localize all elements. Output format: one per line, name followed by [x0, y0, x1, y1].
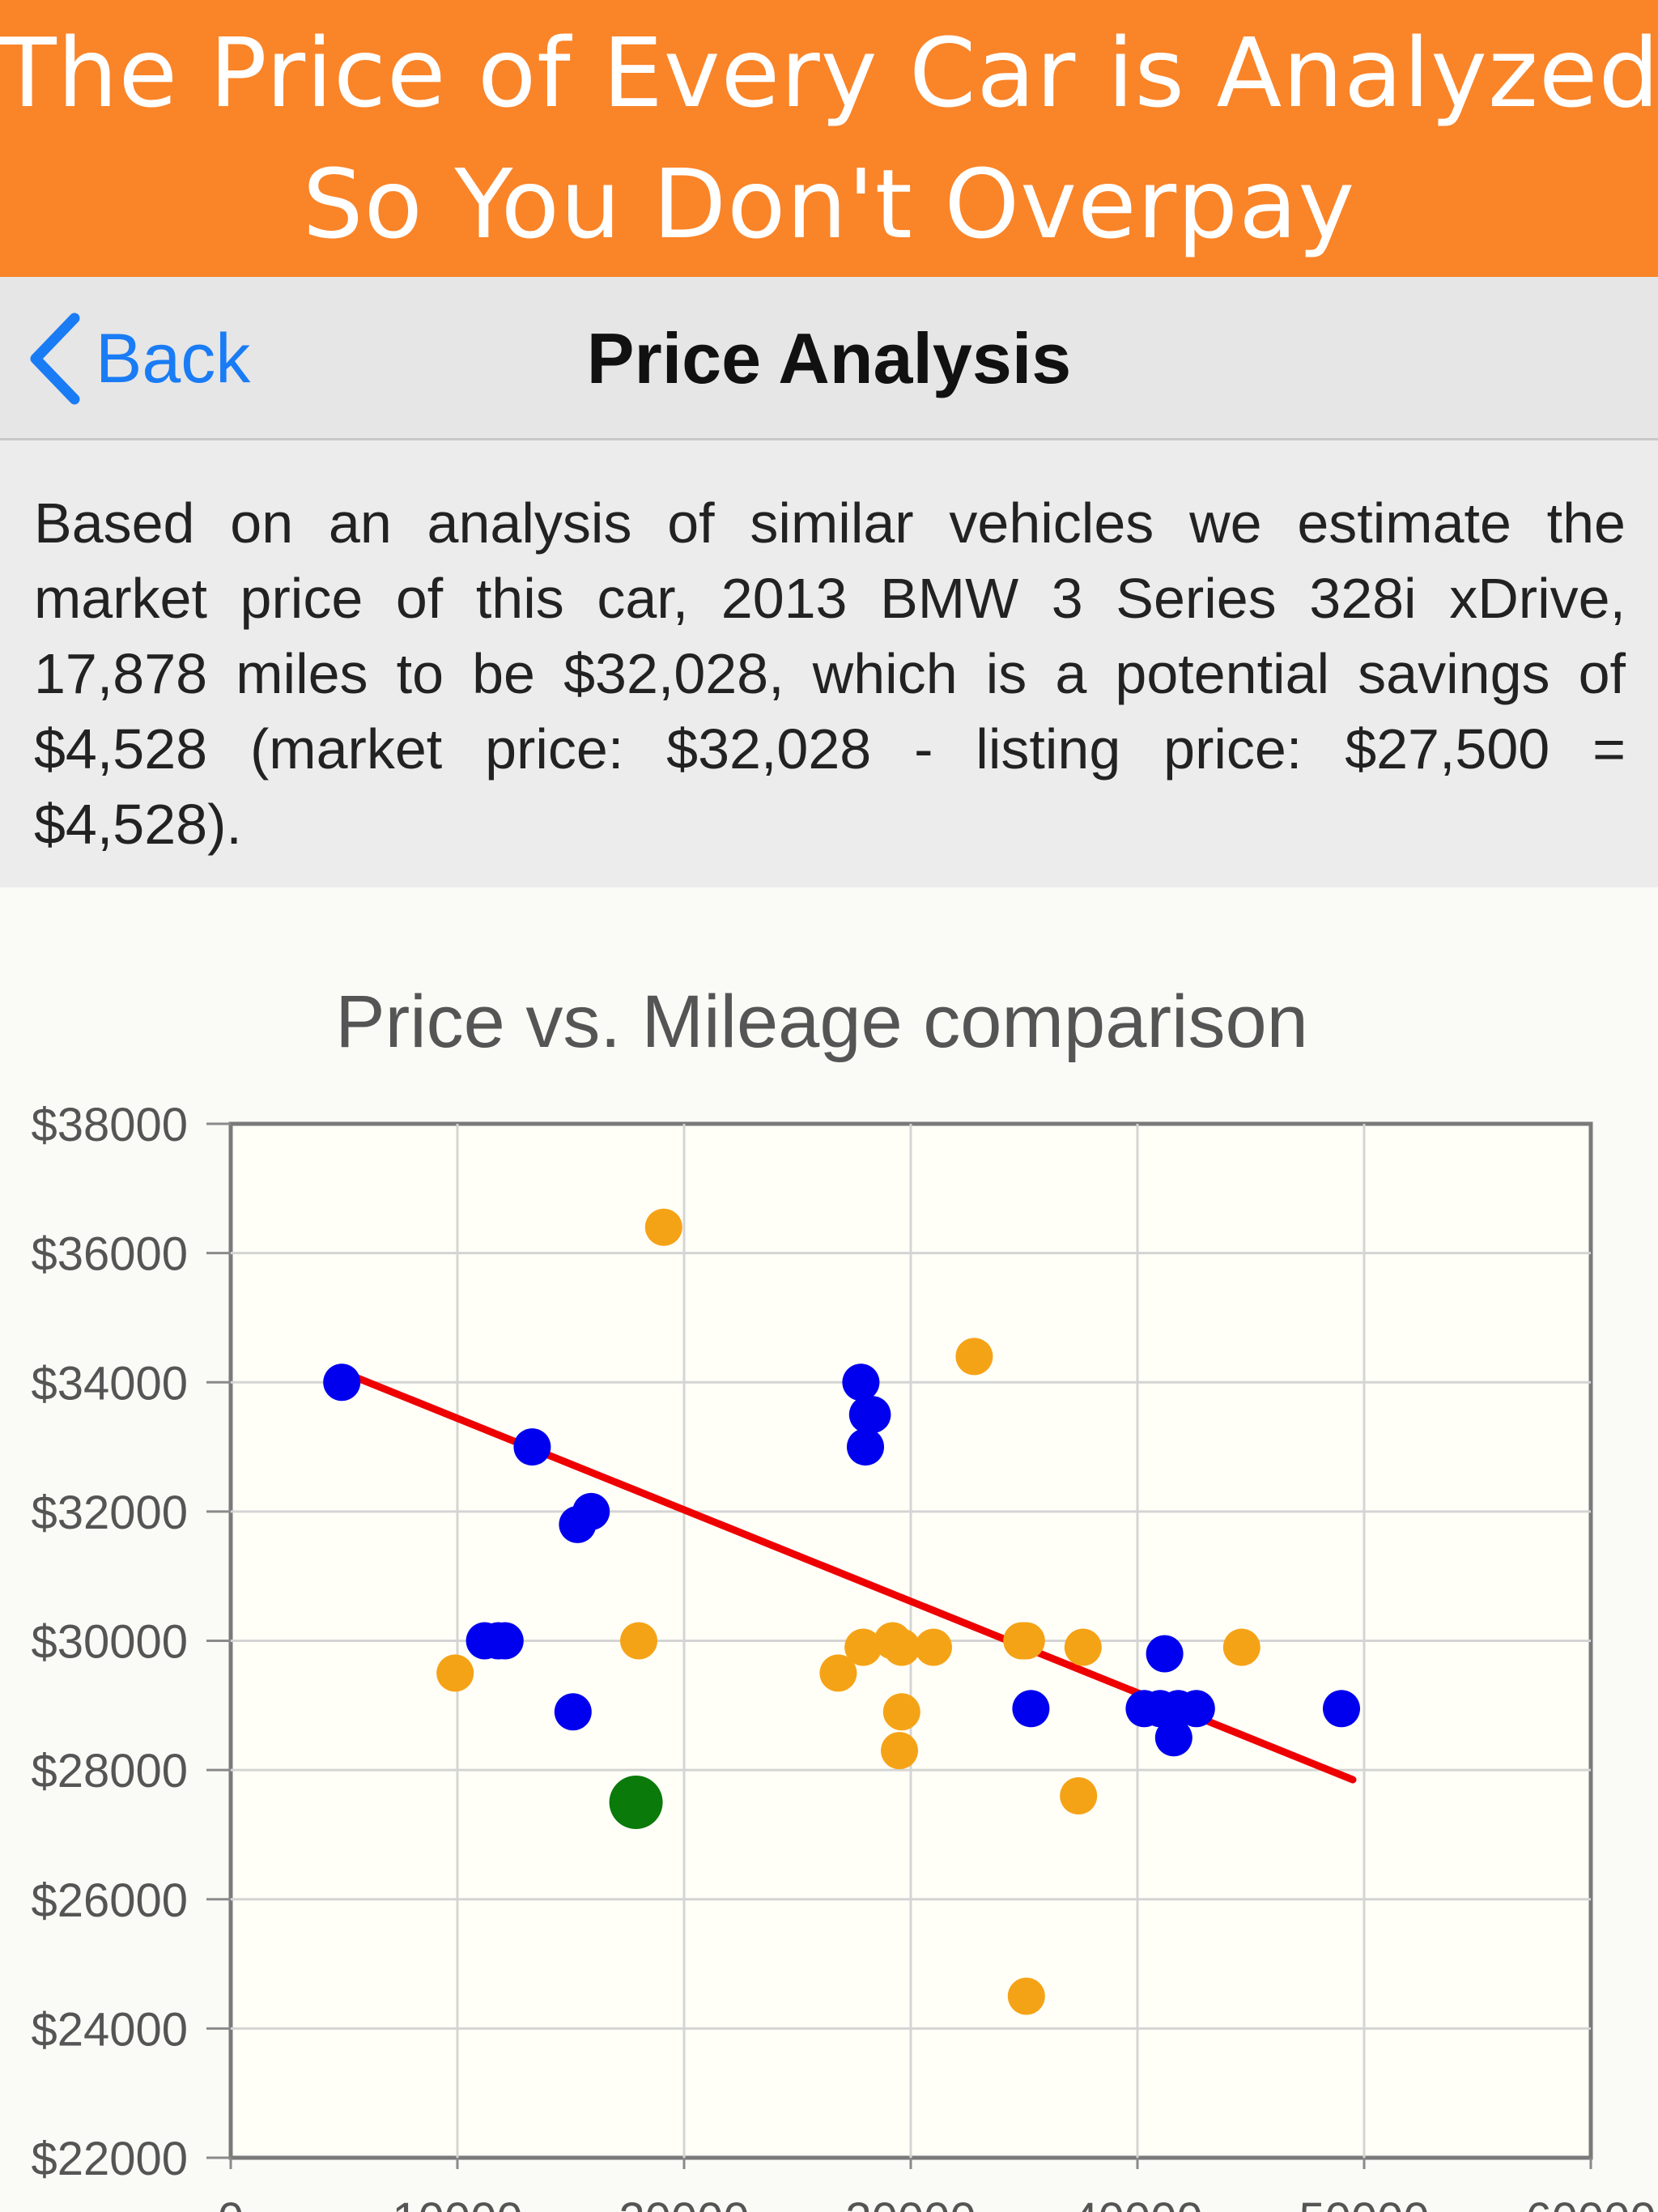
data-point — [1146, 1635, 1184, 1673]
data-point — [513, 1428, 551, 1466]
data-point — [1007, 1622, 1045, 1660]
data-point — [915, 1628, 952, 1666]
data-point — [847, 1428, 884, 1466]
data-point — [486, 1622, 524, 1660]
price-analysis-description: Based on an analysis of similar vehicles… — [0, 440, 1658, 887]
x-tick-label: 20000 — [619, 2193, 749, 2212]
data-point — [1060, 1777, 1098, 1815]
data-point — [844, 1628, 882, 1666]
data-point — [882, 1693, 920, 1731]
y-tick-label: $26000 — [31, 1874, 188, 1927]
promo-banner: The Price of Every Car is Analyzed So Yo… — [0, 0, 1658, 277]
y-tick-label: $38000 — [31, 1099, 188, 1151]
y-tick-label: $34000 — [31, 1357, 188, 1410]
chart-container: Price vs. Mileage comparison 0 10000 20000… — [0, 887, 1658, 2212]
x-tick-label: 30000 — [845, 2193, 976, 2212]
y-tick-label: $32000 — [31, 1487, 188, 1539]
data-point — [1222, 1628, 1261, 1666]
data-point — [572, 1492, 610, 1530]
data-point — [819, 1654, 857, 1692]
data-point — [853, 1396, 891, 1434]
current-car-point — [609, 1776, 663, 1830]
data-point — [620, 1622, 657, 1660]
y-tick-label: $22000 — [31, 2133, 188, 2185]
data-point — [436, 1654, 474, 1692]
y-tick-label: $28000 — [31, 1745, 188, 1797]
y-tick-label: $36000 — [31, 1228, 188, 1281]
back-button-label: Back — [96, 319, 251, 398]
chart-title: Price vs. Mileage comparison — [335, 981, 1308, 1063]
data-point — [1007, 1977, 1045, 2015]
data-point — [955, 1338, 993, 1376]
data-point — [842, 1363, 880, 1402]
data-point — [881, 1732, 918, 1770]
data-point — [1177, 1690, 1215, 1728]
x-tick-label: 50000 — [1299, 2193, 1429, 2212]
data-point — [554, 1693, 592, 1731]
data-point — [882, 1628, 920, 1666]
back-button[interactable]: Back — [23, 277, 250, 440]
y-tick-label: $24000 — [31, 2003, 188, 2056]
data-point — [1154, 1719, 1192, 1757]
data-point — [1012, 1690, 1050, 1728]
navigation-bar: Back Price Analysis — [0, 277, 1658, 440]
x-tick-label: 0 — [218, 2193, 244, 2212]
data-point — [1064, 1628, 1102, 1666]
data-point — [323, 1363, 361, 1402]
y-tick-label: $30000 — [31, 1616, 188, 1669]
banner-headline-line-1: The Price of Every Car is Analyzed — [0, 17, 1658, 129]
data-point — [1323, 1690, 1360, 1728]
x-tick-label: 60000 — [1525, 2193, 1656, 2212]
x-tick-label: 40000 — [1072, 2193, 1202, 2212]
x-tick-label: 10000 — [392, 2193, 522, 2212]
chevron-left-icon — [30, 313, 80, 405]
data-point — [644, 1208, 682, 1246]
price-vs-mileage-chart: Price vs. Mileage comparison 0 10000 20000… — [31, 981, 1656, 2212]
banner-headline-line-2: So You Don't Overpay — [302, 148, 1356, 260]
